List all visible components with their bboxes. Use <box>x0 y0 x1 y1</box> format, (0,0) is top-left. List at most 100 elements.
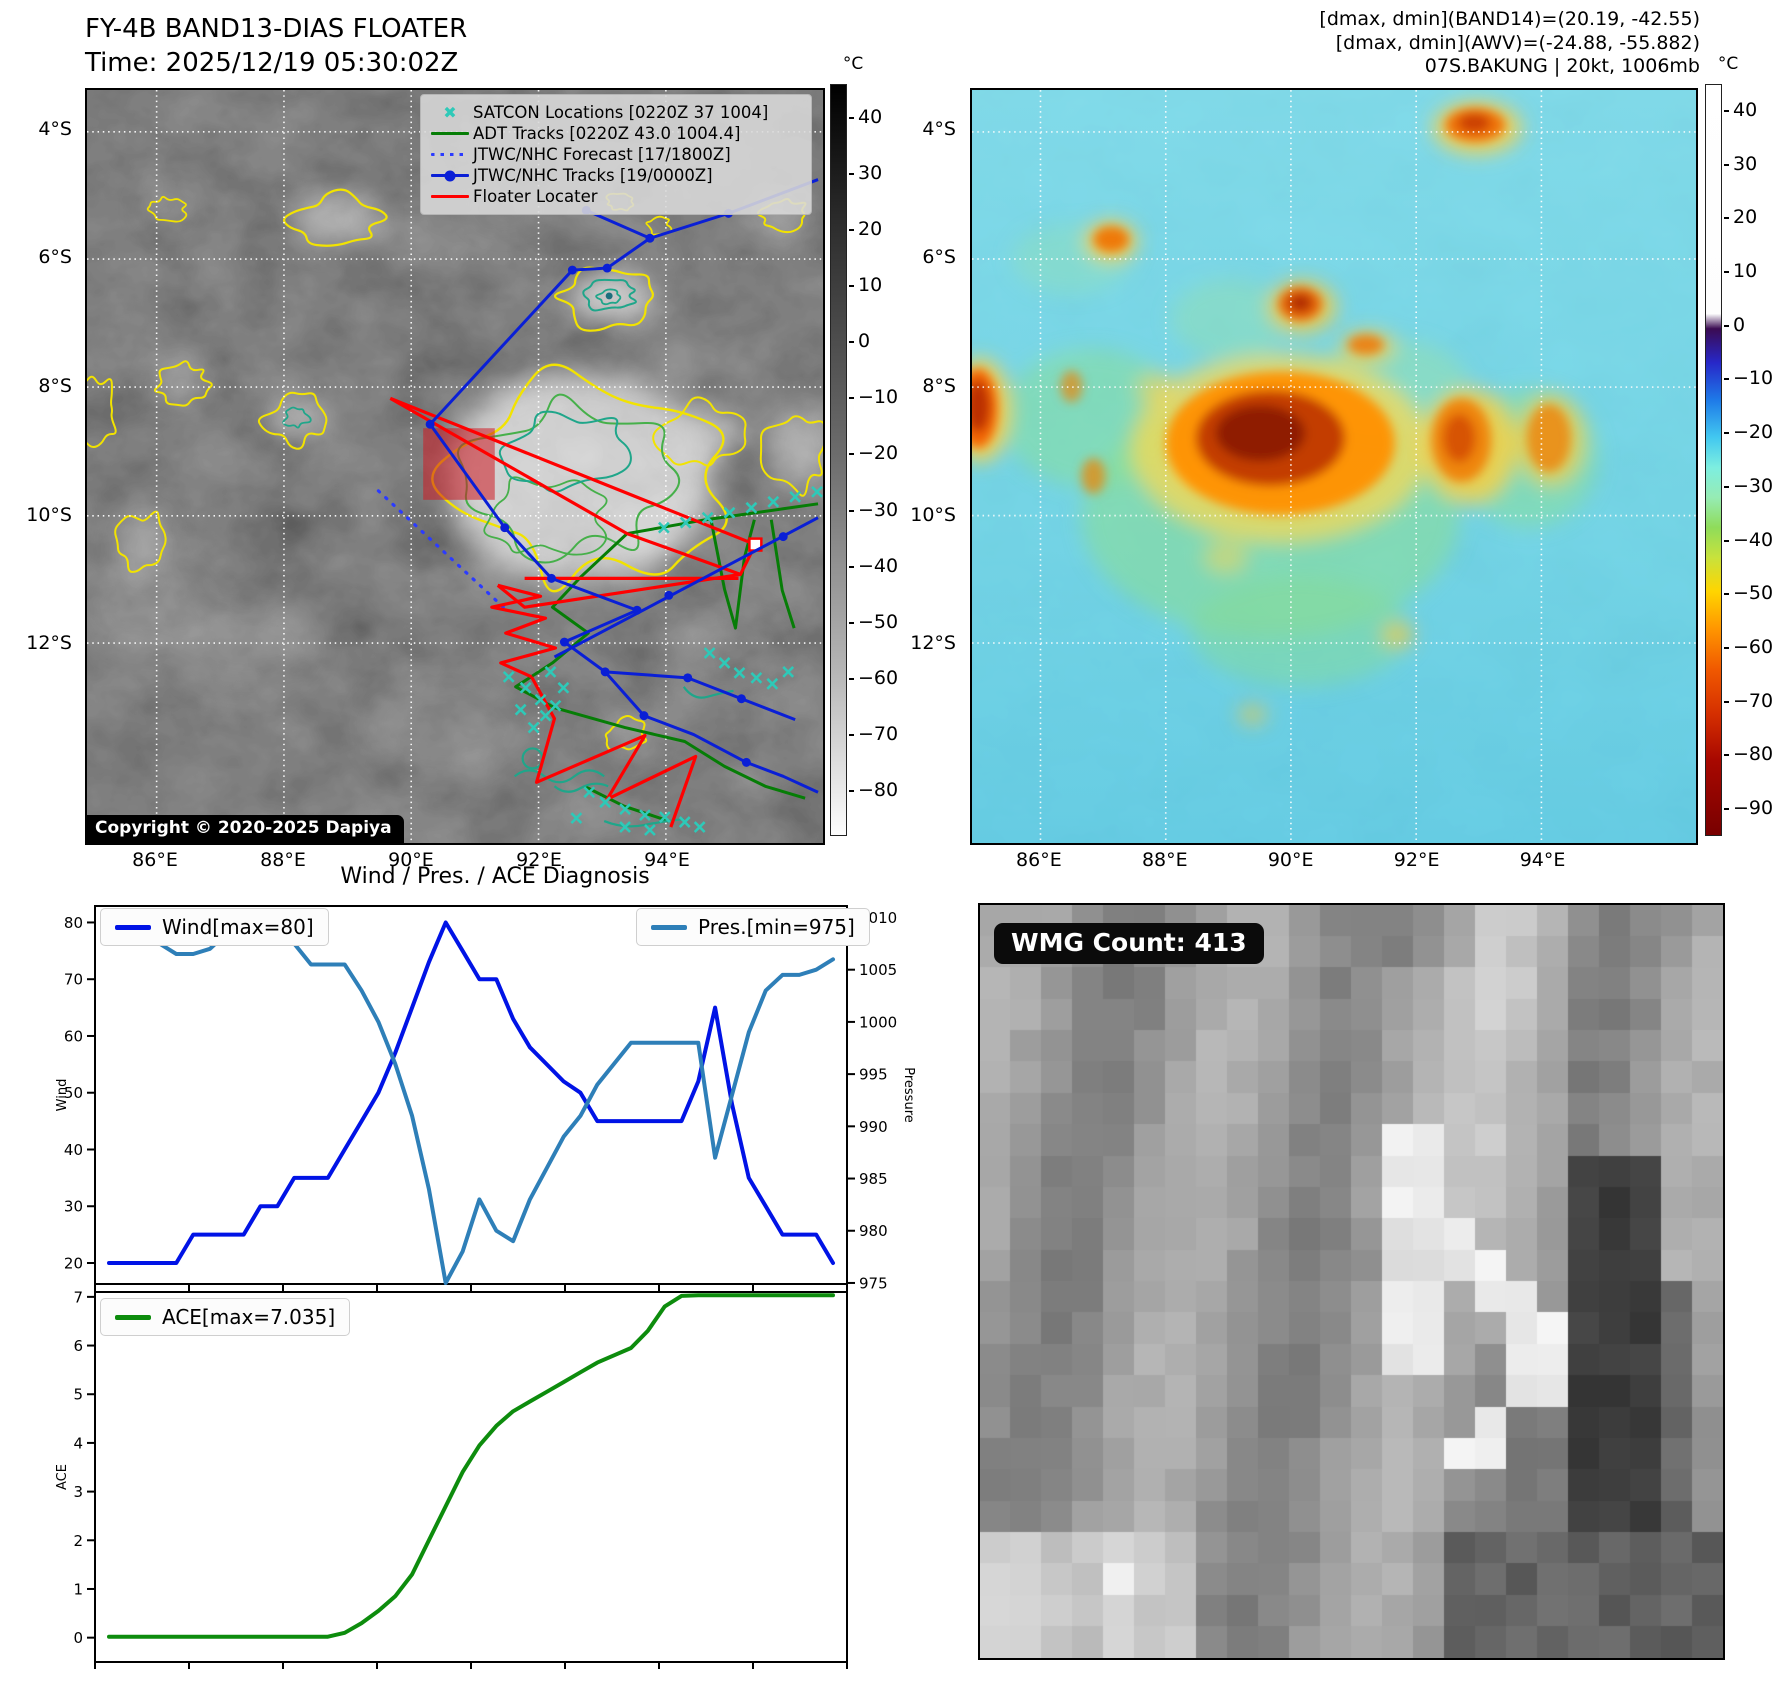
tl-grid <box>87 90 823 843</box>
svg-text:80: 80 <box>64 914 83 932</box>
cb-tickmark <box>1724 378 1729 381</box>
svg-text:1005: 1005 <box>859 961 897 979</box>
charts-title: Wind / Pres. / ACE Diagnosis <box>340 864 650 889</box>
x-tick-92°E: 92°E <box>1393 849 1440 871</box>
forecast-dotted-line-icon <box>427 152 473 157</box>
y-tick-10°S: 10°S <box>910 504 956 527</box>
cb-label-0: 0 <box>1733 313 1746 336</box>
tl-legend: ✖ SATCON Locations [0220Z 37 1004] ADT T… <box>420 94 812 215</box>
cb-tickmark <box>1724 217 1729 220</box>
svg-text:4: 4 <box>73 1434 83 1452</box>
cb-tickmark <box>1724 163 1729 166</box>
y-tick-6°S: 6°S <box>922 245 956 268</box>
x-tick-86°E: 86°E <box>132 849 178 871</box>
cb-tickmark <box>849 790 854 793</box>
cb-tickmark <box>1724 539 1729 542</box>
cb-label-−40: −40 <box>1733 528 1774 551</box>
cb-label-−50: −50 <box>858 610 899 633</box>
wind-legend-label: Wind[max=80] <box>162 915 314 939</box>
cb-label-−90: −90 <box>1733 797 1774 820</box>
svg-text:30: 30 <box>64 1198 83 1216</box>
tr-header-line1: [dmax, dmin](BAND14)=(20.19, -42.55) <box>1319 8 1700 30</box>
legend-item-floater: Floater Locater <box>427 186 803 207</box>
legend-label: JTWC/NHC Tracks [19/0000Z] <box>473 166 713 185</box>
y-tick-8°S: 8°S <box>922 374 956 397</box>
cb-tickmark <box>849 228 854 231</box>
floater-line-icon <box>427 194 473 199</box>
legend-label: Floater Locater <box>473 187 598 206</box>
tr-y-axis: 4°S 6°S 8°S 10°S 12°S <box>902 88 962 845</box>
x-tick-88°E: 88°E <box>1141 849 1188 871</box>
cb-tickmark <box>1724 324 1729 327</box>
tr-colorbar-labels: 40 30 20 10 0 −10 −20 −30 −40 −50 −60 −70 −80 −90 <box>1724 84 1786 836</box>
tr-colorbar <box>1705 84 1722 836</box>
cb-label-−40: −40 <box>858 554 899 577</box>
cb-tickmark <box>849 397 854 400</box>
cb-tickmark <box>849 285 854 288</box>
legend-item-forecast: JTWC/NHC Forecast [17/1800Z] <box>427 144 803 165</box>
cb-label-−70: −70 <box>858 722 899 745</box>
svg-text:Wind: Wind <box>55 1079 70 1112</box>
cb-label-−50: −50 <box>1733 582 1774 605</box>
adt-line-icon <box>427 131 473 136</box>
cb-tickmark <box>849 565 854 568</box>
cb-label-−30: −30 <box>1733 474 1774 497</box>
cb-label-−80: −80 <box>1733 743 1774 766</box>
cb-tickmark <box>849 453 854 456</box>
x-tick-86°E: 86°E <box>1016 849 1062 871</box>
cb-label-40: 40 <box>858 105 883 128</box>
tr-colorbar-title: °C <box>1717 54 1739 74</box>
svg-text:1: 1 <box>73 1580 83 1598</box>
jtwc-line-dot-icon <box>427 170 473 181</box>
cb-tickmark <box>1724 109 1729 112</box>
tl-title: FY-4B BAND13-DIAS FLOATER <box>85 14 468 44</box>
svg-text:995: 995 <box>859 1066 888 1084</box>
cb-label-−20: −20 <box>858 442 899 465</box>
legend-item-jtwc: JTWC/NHC Tracks [19/0000Z] <box>427 165 803 186</box>
tl-y-axis: 4°S 6°S 8°S 10°S 12°S <box>18 88 78 845</box>
ace-chart: 0 1 2 3 4 5 6 7 ACE <box>55 1288 848 1669</box>
y-tick-4°S: 4°S <box>38 118 72 140</box>
cb-tickmark <box>1724 485 1729 488</box>
pres-legend-label: Pres.[min=975] <box>698 915 855 939</box>
legend-label: ADT Tracks [0220Z 43.0 1004.4] <box>473 124 741 143</box>
wmg-panel: WMG Count: 413 <box>978 903 1725 1660</box>
x-tick-90°E: 90°E <box>1267 849 1314 871</box>
legend-item-satcon: ✖ SATCON Locations [0220Z 37 1004] <box>427 102 803 123</box>
ace-legend-swatch <box>115 1314 151 1320</box>
y-tick-8°S: 8°S <box>38 374 72 397</box>
satcon-x-marker-icon: ✖ <box>443 102 457 122</box>
cb-tickmark <box>1724 700 1729 703</box>
pres-legend-swatch <box>651 924 687 930</box>
cb-tickmark <box>849 733 854 736</box>
tr-header: [dmax, dmin](BAND14)=(20.19, -42.55) [dm… <box>1319 8 1700 79</box>
tl-x-axis: 86°E 88°E 90°E 92°E 94°E <box>85 849 825 875</box>
cb-label-−10: −10 <box>1733 367 1774 390</box>
svg-text:980: 980 <box>859 1222 888 1240</box>
cb-label-−30: −30 <box>858 498 899 521</box>
legend-label: JTWC/NHC Forecast [17/1800Z] <box>473 145 731 164</box>
svg-text:1000: 1000 <box>859 1013 897 1031</box>
svg-text:70: 70 <box>64 971 83 989</box>
cb-label-10: 10 <box>858 274 883 297</box>
cb-tickmark <box>1724 271 1729 273</box>
cb-tickmark <box>849 341 854 344</box>
cb-label-0: 0 <box>858 330 871 353</box>
tr-header-line2: [dmax, dmin](AWV)=(-24.88, -55.882) <box>1335 31 1700 54</box>
tr-x-axis: 86°E 88°E 90°E 92°E 94°E <box>970 849 1698 875</box>
svg-text:2: 2 <box>73 1532 83 1550</box>
svg-text:60: 60 <box>64 1027 83 1045</box>
tl-satellite-map: ✖ SATCON Locations [0220Z 37 1004] ADT T… <box>85 88 825 845</box>
cb-label-20: 20 <box>858 217 883 240</box>
cb-tickmark <box>849 172 854 175</box>
y-tick-4°S: 4°S <box>922 118 956 140</box>
legend-label: SATCON Locations [0220Z 37 1004] <box>473 103 769 122</box>
x-tick-94°E: 94°E <box>1519 849 1566 871</box>
cb-label-40: 40 <box>1733 98 1758 121</box>
cb-tickmark <box>849 116 854 119</box>
y-tick-12°S: 12°S <box>26 632 72 655</box>
cb-label-−80: −80 <box>858 779 899 802</box>
cb-label-−70: −70 <box>1733 689 1774 712</box>
tr-blobs <box>972 102 1599 725</box>
cb-label-30: 30 <box>1733 152 1758 175</box>
